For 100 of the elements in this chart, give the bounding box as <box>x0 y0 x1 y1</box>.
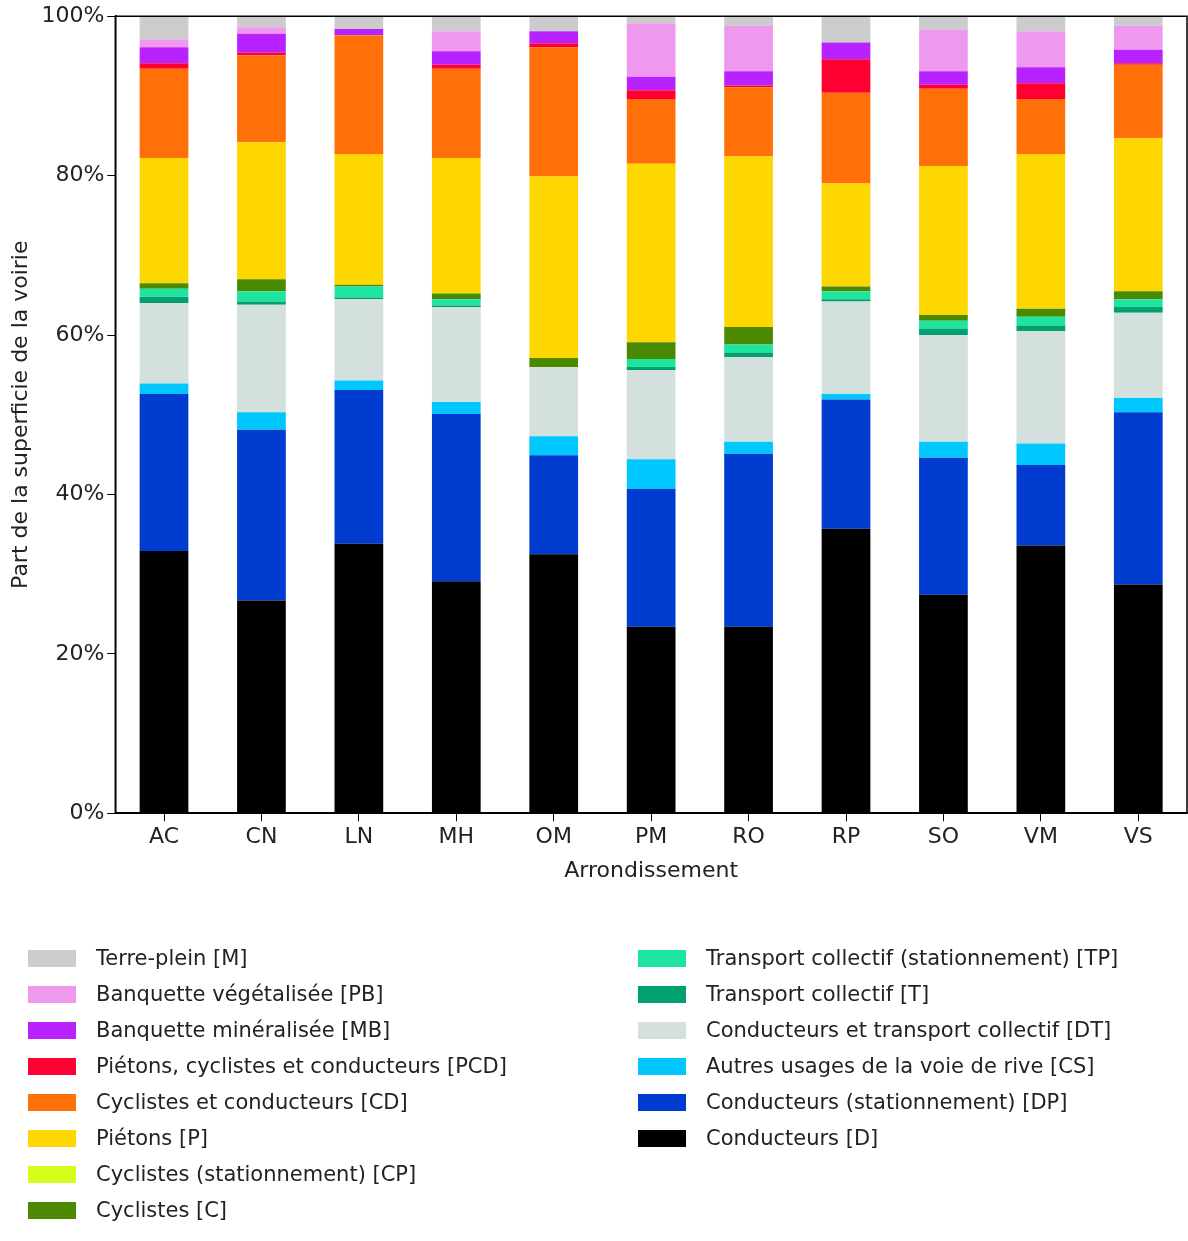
legend-label: Conducteurs (stationnement) [DP] <box>706 1090 1068 1114</box>
bar <box>724 344 773 353</box>
bar <box>1113 291 1163 300</box>
bar <box>626 488 676 627</box>
bar <box>1016 325 1066 332</box>
bar <box>431 64 481 69</box>
bar <box>1016 331 1066 444</box>
y-tick-label: 0% <box>69 798 105 824</box>
bar <box>821 301 871 394</box>
bar <box>724 327 773 345</box>
bar <box>1113 412 1163 585</box>
bar <box>431 307 481 402</box>
bar <box>1113 25 1163 50</box>
bar <box>237 142 286 280</box>
bar <box>1016 316 1066 326</box>
bar <box>626 358 676 367</box>
bar <box>919 166 968 316</box>
bar <box>529 455 579 555</box>
legend-label: Transport collectif (stationnement) [TP] <box>706 946 1119 970</box>
bar <box>1016 154 1066 309</box>
bar <box>919 457 968 595</box>
bar <box>529 43 579 48</box>
x-tick-label: MH <box>438 823 475 849</box>
bar <box>237 16 286 28</box>
bar <box>626 23 676 77</box>
bar <box>821 286 871 292</box>
bar <box>334 16 384 29</box>
bar <box>821 59 871 93</box>
x-tick-label: SO <box>927 823 960 849</box>
x-tick-label: VS <box>1123 823 1153 849</box>
bar <box>334 154 384 285</box>
x-tick-label: RP <box>831 823 861 849</box>
bar <box>529 31 579 44</box>
x-tick-label: OM <box>535 823 572 849</box>
y-tick-label: 20% <box>55 639 105 665</box>
legend-label: Conducteurs et transport collectif [DT] <box>706 1018 1112 1042</box>
bar <box>237 304 286 413</box>
bar <box>1113 307 1163 313</box>
bar <box>821 183 871 287</box>
bar <box>821 399 871 529</box>
bar <box>237 55 286 143</box>
bar <box>139 288 189 297</box>
bar <box>139 303 189 384</box>
bar <box>431 31 481 52</box>
legend-label: Cyclistes [C] <box>96 1198 228 1222</box>
bar <box>1016 308 1066 317</box>
bar <box>626 459 676 489</box>
bar <box>626 342 676 359</box>
bar <box>919 328 968 335</box>
bar <box>919 84 968 89</box>
legend-label: Conducteurs [D] <box>706 1126 879 1150</box>
bar <box>334 389 384 544</box>
x-tick-label: RO <box>732 823 765 849</box>
bar <box>724 25 773 72</box>
y-tick-label: 40% <box>55 480 105 506</box>
bar <box>334 35 384 155</box>
legend-label: Terre-plein [M] <box>96 946 248 970</box>
bar <box>1016 99 1066 155</box>
bar <box>626 370 676 460</box>
bar <box>724 453 773 627</box>
bar <box>139 158 189 284</box>
y-tick-label: 100% <box>41 1 105 27</box>
bar <box>237 412 286 430</box>
bar <box>626 76 676 91</box>
bar <box>431 51 481 65</box>
bar <box>724 156 773 328</box>
bar <box>1113 64 1163 139</box>
bar <box>529 47 579 177</box>
x-tick-label: CN <box>245 823 278 849</box>
bar <box>139 296 189 304</box>
legend-label: Piétons [P] <box>96 1126 209 1150</box>
bar <box>821 291 871 300</box>
bar <box>237 301 286 305</box>
bar <box>431 401 481 414</box>
bar <box>919 441 968 458</box>
legend-label: Autres usages de la voie de rive [CS] <box>706 1054 1095 1078</box>
bar <box>431 16 481 32</box>
bar <box>139 283 189 289</box>
bar <box>724 16 773 26</box>
bar <box>529 176 579 359</box>
bar <box>334 299 384 381</box>
bar <box>431 68 481 159</box>
bar <box>431 299 481 306</box>
bar <box>1113 299 1163 308</box>
bar <box>626 90 676 100</box>
y-axis-title: Part de la superficie de la voirie <box>6 240 32 589</box>
bar <box>919 71 968 85</box>
bar <box>334 380 384 390</box>
bar <box>529 16 579 32</box>
legend-label: Banquette végétalisée [PB] <box>96 982 384 1006</box>
bar <box>724 87 773 157</box>
x-tick-label: LN <box>344 823 374 849</box>
bar <box>139 63 189 69</box>
bar <box>139 68 189 159</box>
bar <box>821 299 871 302</box>
y-tick-label: 80% <box>55 161 105 187</box>
bar <box>919 335 968 442</box>
bar <box>1113 16 1163 26</box>
bar <box>139 47 189 64</box>
bar <box>724 441 773 454</box>
